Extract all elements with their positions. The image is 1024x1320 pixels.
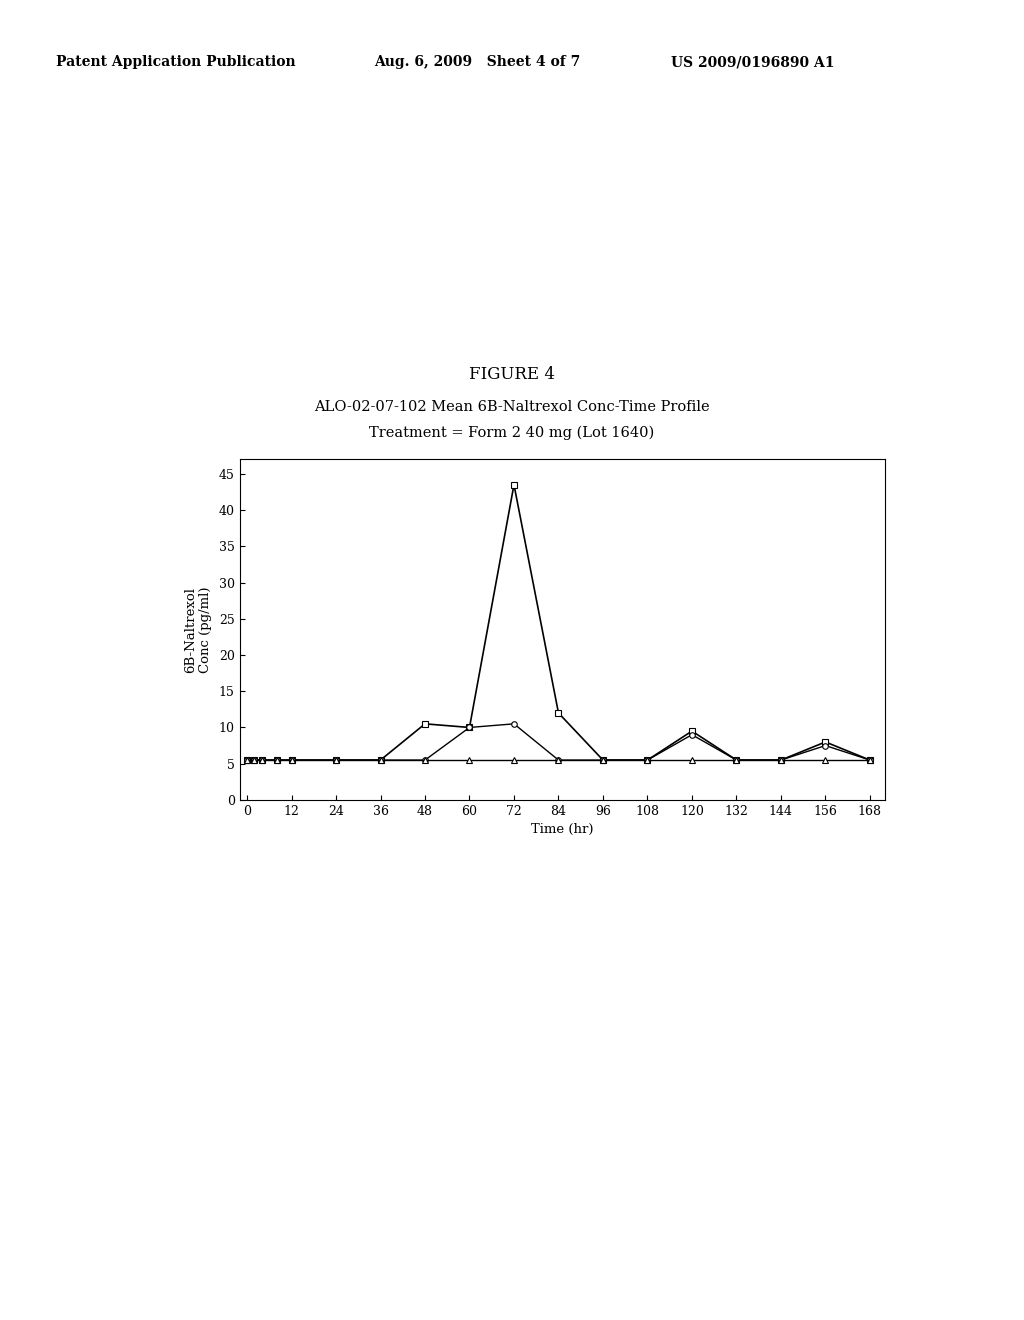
Text: FIGURE 4: FIGURE 4 bbox=[469, 366, 555, 383]
Text: US 2009/0196890 A1: US 2009/0196890 A1 bbox=[671, 55, 835, 70]
Text: Treatment = Form 2 40 mg (Lot 1640): Treatment = Form 2 40 mg (Lot 1640) bbox=[370, 425, 654, 440]
Text: ALO-02-07-102 Mean 6B-Naltrexol Conc-Time Profile: ALO-02-07-102 Mean 6B-Naltrexol Conc-Tim… bbox=[314, 400, 710, 414]
Y-axis label: 6B-Naltrexol
Conc (pg/ml): 6B-Naltrexol Conc (pg/ml) bbox=[184, 586, 212, 673]
Text: Aug. 6, 2009   Sheet 4 of 7: Aug. 6, 2009 Sheet 4 of 7 bbox=[374, 55, 580, 70]
Text: Patent Application Publication: Patent Application Publication bbox=[56, 55, 296, 70]
X-axis label: Time (hr): Time (hr) bbox=[530, 824, 594, 837]
